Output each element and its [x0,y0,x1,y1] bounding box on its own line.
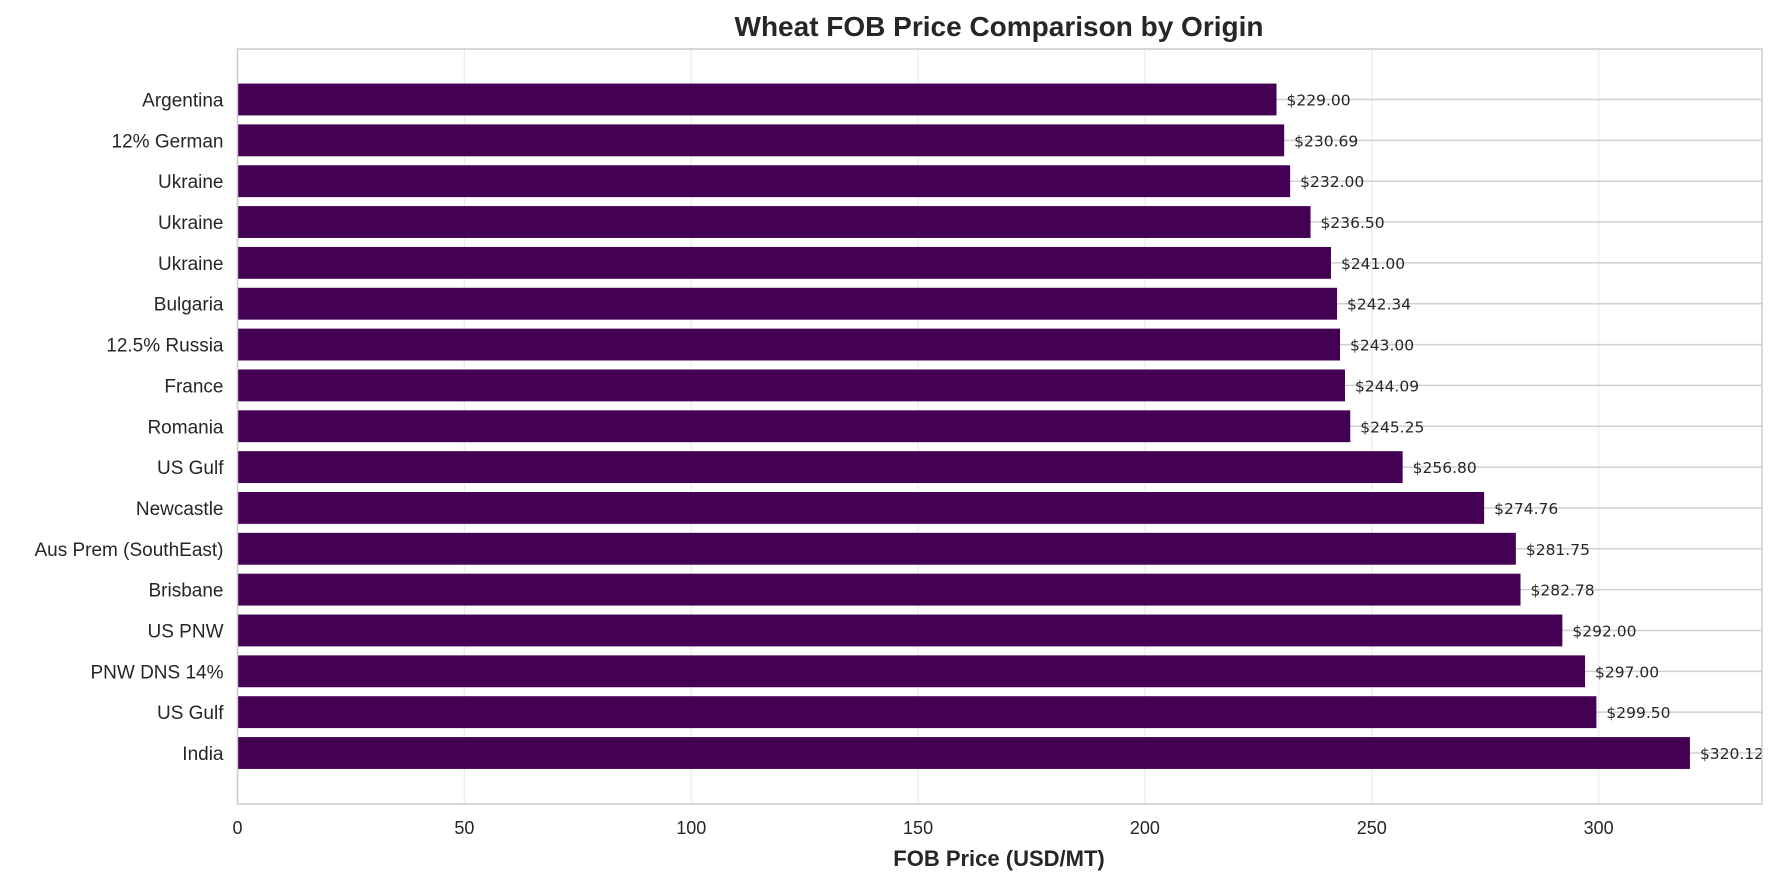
y-tick-label: Newcastle [136,499,224,520]
y-tick-label: Aus Prem (SouthEast) [34,540,223,561]
x-tick-labels: 0 50 100 150 200 250 300 [232,818,1613,838]
plot-frame [236,48,1763,805]
y-tick-label: Argentina [142,91,224,112]
y-tick-label: US Gulf [157,703,224,724]
data-label: $299.50 [1606,704,1670,722]
x-tick-label: 0 [232,818,242,838]
y-tick-label: PNW DNS 14% [90,662,223,683]
y-tick-label: India [182,744,224,765]
x-tick-label: 150 [903,818,933,838]
x-tick-label: 100 [676,818,706,838]
y-tick-label: Brisbane [149,581,224,602]
data-label: $320.12 [1700,745,1764,763]
data-label: $282.78 [1531,582,1595,600]
bars [237,83,1690,769]
data-label: $292.00 [1572,622,1636,640]
bar [237,655,1586,688]
y-tick-label: Ukraine [158,254,223,275]
data-label: $245.25 [1360,418,1424,436]
bar [237,206,1311,238]
bar [237,573,1521,606]
bar [237,532,1516,565]
data-label: $244.09 [1355,377,1419,395]
bar [237,451,1403,484]
data-label: $243.00 [1350,337,1414,355]
y-tick-label: Bulgaria [154,295,224,316]
bar [237,124,1285,157]
data-label: $242.34 [1347,296,1411,314]
y-tick-label: US PNW [148,621,224,642]
chart-title: Wheat FOB Price Comparison by Origin [735,11,1264,42]
bar [237,737,1690,769]
data-label: $236.50 [1321,214,1385,232]
data-labels: $229.00 $230.69 $232.00 $236.50 $241.00 $242.… [1287,92,1765,764]
y-tick-label: France [164,376,223,397]
y-tick-label: 12.5% Russia [106,336,224,357]
bar [237,328,1341,361]
bar [237,246,1331,279]
data-label: $256.80 [1413,459,1477,477]
bar [237,165,1291,198]
bar [237,83,1277,116]
bar [237,492,1485,524]
y-tick-label: 12% German [112,131,224,152]
data-label: $230.69 [1294,132,1358,150]
y-tick-labels: Argentina 12% German Ukraine Ukraine Ukraine… [34,91,224,766]
bar [237,410,1351,443]
bar [237,614,1563,647]
bar [237,287,1338,320]
y-tick-label: Romania [147,417,223,438]
y-tick-label: US Gulf [157,458,224,479]
data-label: $297.00 [1595,663,1659,681]
data-label: $229.00 [1287,92,1351,110]
data-label: $232.00 [1300,173,1364,191]
x-tick-label: 50 [454,818,474,838]
y-tick-label: Ukraine [158,172,223,193]
bar [237,696,1597,729]
bar [237,369,1345,402]
x-tick-label: 300 [1584,818,1614,838]
data-label: $241.00 [1341,255,1405,273]
y-tick-label: Ukraine [158,213,223,234]
data-label: $281.75 [1526,541,1590,559]
x-axis-label: FOB Price (USD/MT) [893,846,1104,871]
x-tick-label: 250 [1357,818,1387,838]
data-label: $274.76 [1494,500,1558,518]
x-tick-label: 200 [1130,818,1160,838]
